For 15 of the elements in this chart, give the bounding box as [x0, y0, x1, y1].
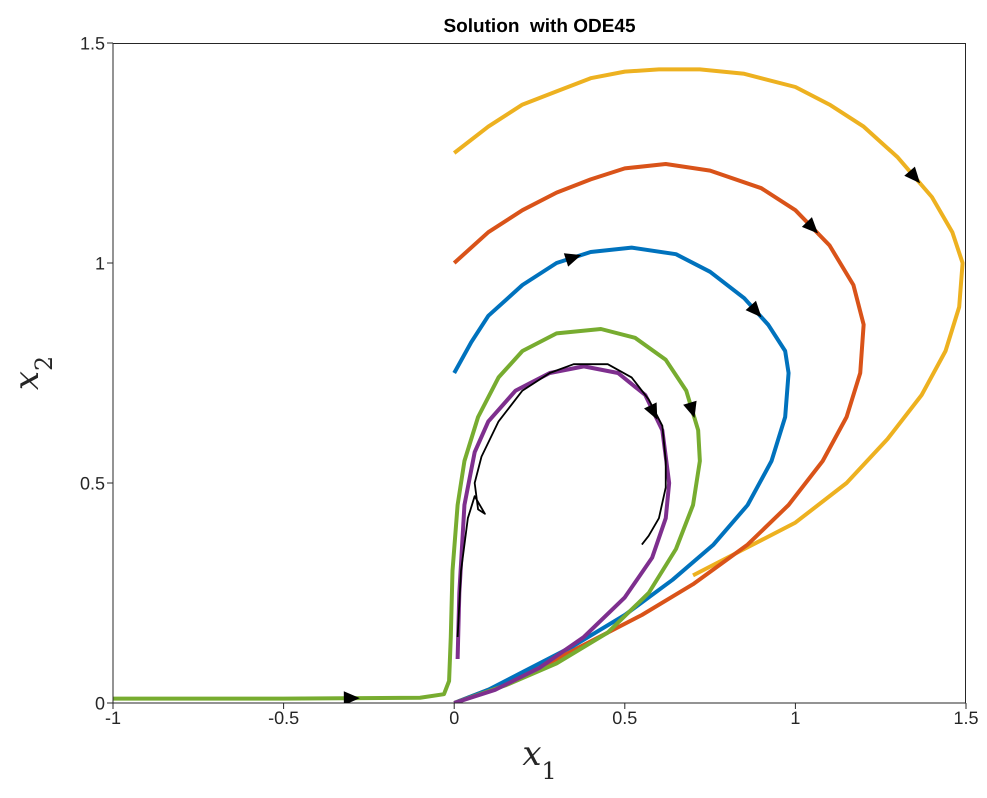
y-tick-label: 0 — [94, 693, 105, 714]
x-tick-label: -1 — [104, 708, 122, 728]
y-tick-label: 1.5 — [80, 33, 105, 54]
line-series — [456, 363, 667, 638]
x-axis-title: x$_{1}$ — [522, 734, 557, 785]
x-tick-label: 1.5 — [953, 708, 979, 728]
y-tick-label: 1 — [94, 253, 105, 274]
x-tick-label: -0.5 — [268, 708, 300, 728]
chart-title: Solution with ODE45 — [442, 16, 637, 38]
line-series — [113, 327, 702, 703]
line-series — [452, 67, 965, 578]
x-tick-label: 0 — [449, 708, 460, 728]
x-tick-label: 0.5 — [612, 708, 638, 728]
y-tick-label: 0.5 — [80, 473, 105, 494]
x-tick-label: 1 — [790, 708, 800, 728]
